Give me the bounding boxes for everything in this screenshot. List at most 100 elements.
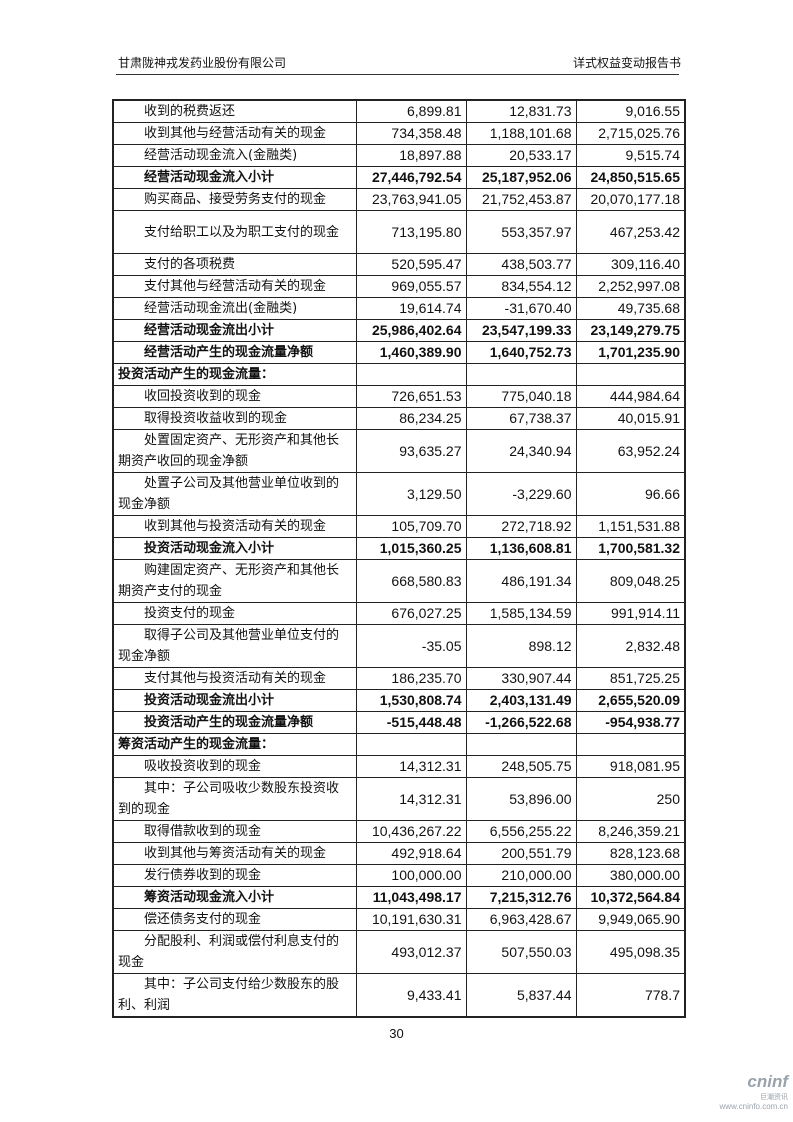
table-row: 其中：子公司吸收少数股东投资收到的现金 14,312.31 53,896.00 250	[112, 777, 686, 821]
table-row: 支付其他与投资活动有关的现金 186,235.70 330,907.44 851,72…	[112, 667, 686, 690]
table-row: 处置子公司及其他营业单位收到的现金净额 3,129.50 -3,229.60 96.6…	[112, 472, 686, 516]
row-label: 支付给职工以及为职工支付的现金	[112, 210, 357, 254]
value-cell: 18,897.88	[355, 144, 467, 167]
row-label: 支付其他与经营活动有关的现金	[112, 275, 357, 298]
value-cell: 210,000.00	[465, 864, 577, 887]
watermark-url: www.cninfo.com.cn	[719, 1102, 788, 1111]
table-row: 收到其他与筹资活动有关的现金 492,918.64 200,551.79 828,12…	[112, 842, 686, 865]
value-cell: 520,595.47	[355, 253, 467, 276]
value-cell	[465, 363, 577, 386]
value-cell: 507,550.03	[465, 930, 577, 974]
value-cell: 200,551.79	[465, 842, 577, 865]
value-cell: 330,907.44	[465, 667, 577, 690]
table-row: 其中：子公司支付给少数股东的股利、利润 9,433.41 5,837.44 778.7	[112, 973, 686, 1018]
watermark-brand: cninf	[747, 1072, 788, 1091]
row-label: 投资活动产生的现金流量：	[112, 363, 357, 386]
value-cell: 25,986,402.64	[355, 319, 467, 342]
row-label: 支付其他与投资活动有关的现金	[112, 667, 357, 690]
value-cell: 493,012.37	[355, 930, 467, 974]
table-row: 投资活动产生的现金流量净额 -515,448.48 -1,266,522.68 -95…	[112, 711, 686, 734]
table-row: 投资活动现金流入小计 1,015,360.25 1,136,608.81 1,700,…	[112, 537, 686, 560]
table-row: 吸收投资收到的现金 14,312.31 248,505.75 918,081.95	[112, 755, 686, 778]
value-cell: 24,850,515.65	[575, 166, 686, 189]
row-label: 其中：子公司吸收少数股东投资收到的现金	[112, 777, 357, 821]
cninfo-watermark-logo: cninf 巨潮资讯 www.cninfo.com.cn	[716, 1072, 788, 1111]
value-cell: 1,460,389.90	[355, 341, 467, 364]
value-cell: 14,312.31	[355, 777, 467, 821]
value-cell: 828,123.68	[575, 842, 686, 865]
value-cell: 668,580.83	[355, 559, 467, 603]
value-cell: 23,763,941.05	[355, 188, 467, 211]
table-row: 发行债券收到的现金 100,000.00 210,000.00 380,000.00	[112, 864, 686, 887]
row-label: 收到其他与投资活动有关的现金	[112, 515, 357, 538]
table-row: 经营活动产生的现金流量净额 1,460,389.90 1,640,752.73 1,7…	[112, 341, 686, 364]
value-cell: 1,015,360.25	[355, 537, 467, 560]
value-cell: 6,556,255.22	[465, 820, 577, 843]
value-cell: 486,191.34	[465, 559, 577, 603]
value-cell: 23,547,199.33	[465, 319, 577, 342]
row-label: 投资支付的现金	[112, 602, 357, 625]
value-cell: 1,585,134.59	[465, 602, 577, 625]
value-cell: 778.7	[575, 973, 686, 1018]
value-cell: 1,136,608.81	[465, 537, 577, 560]
header-report-title: 详式权益变动报告书	[572, 56, 681, 70]
value-cell: 726,651.53	[355, 385, 467, 408]
table-row: 支付其他与经营活动有关的现金 969,055.57 834,554.12 2,252,…	[112, 275, 686, 298]
value-cell	[355, 363, 467, 386]
row-label: 投资活动现金流入小计	[112, 537, 357, 560]
table-row: 经营活动现金流出小计 25,986,402.64 23,547,199.33 23,1…	[112, 319, 686, 342]
value-cell: 3,129.50	[355, 472, 467, 516]
value-cell: -31,670.40	[465, 297, 577, 320]
value-cell: 11,043,498.17	[355, 886, 467, 909]
value-cell: 676,027.25	[355, 602, 467, 625]
value-cell: 1,151,531.88	[575, 515, 686, 538]
value-cell	[575, 363, 686, 386]
value-cell: -3,229.60	[465, 472, 577, 516]
table-row: 筹资活动现金流入小计 11,043,498.17 7,215,312.76 10,37…	[112, 886, 686, 909]
value-cell: 1,188,101.68	[465, 122, 577, 145]
row-label: 收回投资收到的现金	[112, 385, 357, 408]
table-row: 取得投资收益收到的现金 86,234.25 67,738.37 40,015.91	[112, 407, 686, 430]
row-label: 其中：子公司支付给少数股东的股利、利润	[112, 973, 357, 1018]
row-label: 取得子公司及其他营业单位支付的现金净额	[112, 624, 357, 668]
value-cell	[575, 733, 686, 756]
value-cell: 1,701,235.90	[575, 341, 686, 364]
value-cell: 918,081.95	[575, 755, 686, 778]
value-cell: 186,235.70	[355, 667, 467, 690]
value-cell: 23,149,279.75	[575, 319, 686, 342]
value-cell: 5,837.44	[465, 973, 577, 1018]
row-label: 收到其他与经营活动有关的现金	[112, 122, 357, 145]
value-cell: 20,070,177.18	[575, 188, 686, 211]
value-cell: 24,340.94	[465, 429, 577, 473]
value-cell: 7,215,312.76	[465, 886, 577, 909]
value-cell: 1,640,752.73	[465, 341, 577, 364]
row-label: 处置固定资产、无形资产和其他长期资产收回的现金净额	[112, 429, 357, 473]
value-cell: 63,952.24	[575, 429, 686, 473]
value-cell: 100,000.00	[355, 864, 467, 887]
value-cell: 53,896.00	[465, 777, 577, 821]
value-cell: 14,312.31	[355, 755, 467, 778]
value-cell: 991,914.11	[575, 602, 686, 625]
value-cell: 27,446,792.54	[355, 166, 467, 189]
value-cell	[465, 733, 577, 756]
value-cell: 93,635.27	[355, 429, 467, 473]
value-cell: 1,700,581.32	[575, 537, 686, 560]
value-cell: 105,709.70	[355, 515, 467, 538]
header-divider	[116, 74, 679, 75]
value-cell: 6,899.81	[355, 99, 467, 123]
value-cell: 96.66	[575, 472, 686, 516]
table-row: 支付给职工以及为职工支付的现金 713,195.80 553,357.97 467,2…	[112, 210, 686, 254]
value-cell: 21,752,453.87	[465, 188, 577, 211]
value-cell: -954,938.77	[575, 711, 686, 734]
row-label: 取得投资收益收到的现金	[112, 407, 357, 430]
row-label: 收到的税费返还	[112, 99, 357, 123]
row-label: 收到其他与筹资活动有关的现金	[112, 842, 357, 865]
row-label: 筹资活动产生的现金流量：	[112, 733, 357, 756]
value-cell: 467,253.42	[575, 210, 686, 254]
table-row: 经营活动现金流入(金融类) 18,897.88 20,533.17 9,515.74	[112, 144, 686, 167]
row-label: 发行债券收到的现金	[112, 864, 357, 887]
value-cell: 444,984.64	[575, 385, 686, 408]
table-row: 购建固定资产、无形资产和其他长期资产支付的现金 668,580.83 486,191…	[112, 559, 686, 603]
row-label: 取得借款收到的现金	[112, 820, 357, 843]
value-cell: 495,098.35	[575, 930, 686, 974]
